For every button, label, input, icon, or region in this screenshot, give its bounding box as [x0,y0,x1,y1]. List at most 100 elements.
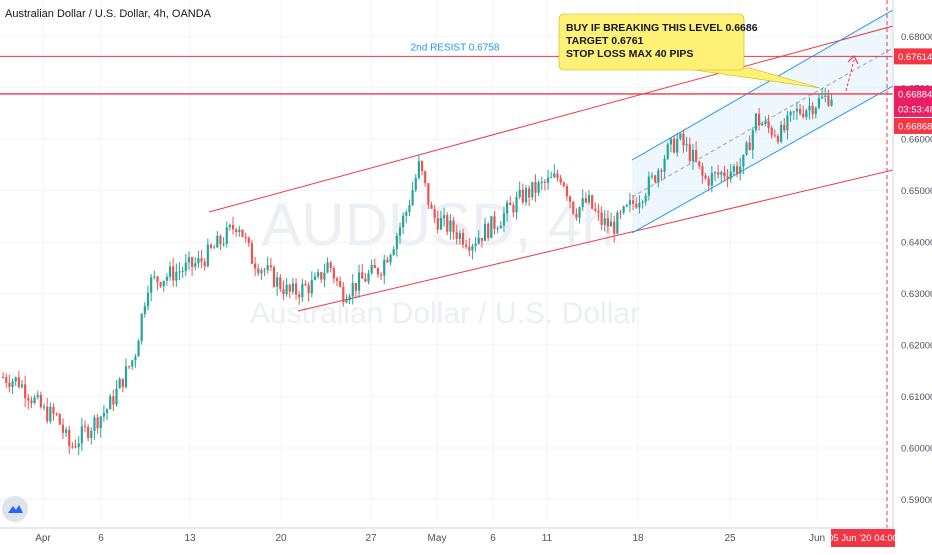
candle [824,87,827,103]
candle-body [17,377,20,387]
candle-body [587,195,591,203]
candle [58,413,61,426]
breakout-price-tag-bg [894,117,932,134]
candle [685,136,688,152]
candle-body [528,188,531,198]
candle-body [42,406,46,408]
candle-body [134,356,137,361]
candle-body [172,266,175,281]
candle-body [310,279,313,294]
candle-body [74,446,77,448]
candle-body [71,446,74,448]
candle [172,258,175,287]
candle-body [490,216,493,238]
candle [203,258,206,271]
candle-body [361,272,364,279]
time-tick-label: 27 [365,533,377,544]
blue-channel-lower [631,85,894,234]
candle [348,293,351,305]
candle-body [688,144,691,161]
candle-body [27,398,30,401]
candle-body [556,173,559,179]
lower-trendline [297,169,894,312]
candle [335,276,339,287]
trade-note[interactable]: BUY IF BREAKING THIS LEVEL 0.6686TARGET … [558,13,758,71]
candle [11,378,14,395]
candle-body [39,394,42,408]
target-arrow-shaft [845,59,855,92]
candle-body [65,429,68,433]
candle-body [597,210,600,213]
candle [496,226,499,234]
candle-body [150,277,153,293]
candle-body [647,176,650,196]
candle [307,281,310,302]
candle [430,201,433,210]
candle [540,176,543,190]
candle-body [159,282,162,287]
candle [638,195,641,214]
candle [272,265,276,289]
candle [36,390,39,400]
candle-body [798,108,802,114]
candle [650,172,654,180]
candle-body [52,406,55,414]
candle [783,118,786,133]
candle [827,89,830,107]
candle-body [389,254,392,263]
candle [288,283,291,299]
candle-body [487,223,490,238]
candle-body [739,166,742,174]
candle-body [386,259,389,263]
candle [213,244,216,249]
candle-body [14,377,17,382]
candle [751,127,754,159]
candle [698,160,701,170]
candle [821,88,824,100]
candle [2,371,5,379]
candle-body [380,274,383,276]
candle [717,164,720,179]
candle-body [814,107,817,115]
candle [613,215,616,243]
trade-note-box [558,13,745,71]
candle [49,402,52,424]
candle-body [335,278,339,281]
candle-body [184,262,187,272]
candle [386,256,389,264]
candle [191,256,194,276]
candle [187,251,191,271]
candle [575,208,578,221]
candle-body [657,170,660,183]
candle-body [115,388,118,405]
candle-body [5,377,8,383]
candle-body [276,277,279,287]
candle-body [512,205,515,213]
candle [96,414,99,434]
candle [830,93,833,107]
candle-body [46,406,49,422]
price-tick-label: 0.64000 [901,238,932,249]
candle [695,141,698,163]
candle-body [449,220,452,232]
candle [569,195,572,209]
candle [304,280,307,287]
candle [247,236,250,247]
candle-body [685,144,688,146]
candle-body [638,202,641,208]
candle [411,181,414,207]
candle [93,414,96,440]
candle [704,172,707,180]
candle [578,206,581,224]
price-tick-label: 0.65000 [901,186,932,197]
candle-body [370,264,373,274]
candle [528,185,531,206]
candle [471,243,474,260]
tradingview-logo[interactable] [2,496,28,522]
candle-body [58,413,61,425]
candle [688,137,691,164]
candle-body [383,259,386,276]
candle [61,418,65,439]
candle-body [99,416,102,429]
